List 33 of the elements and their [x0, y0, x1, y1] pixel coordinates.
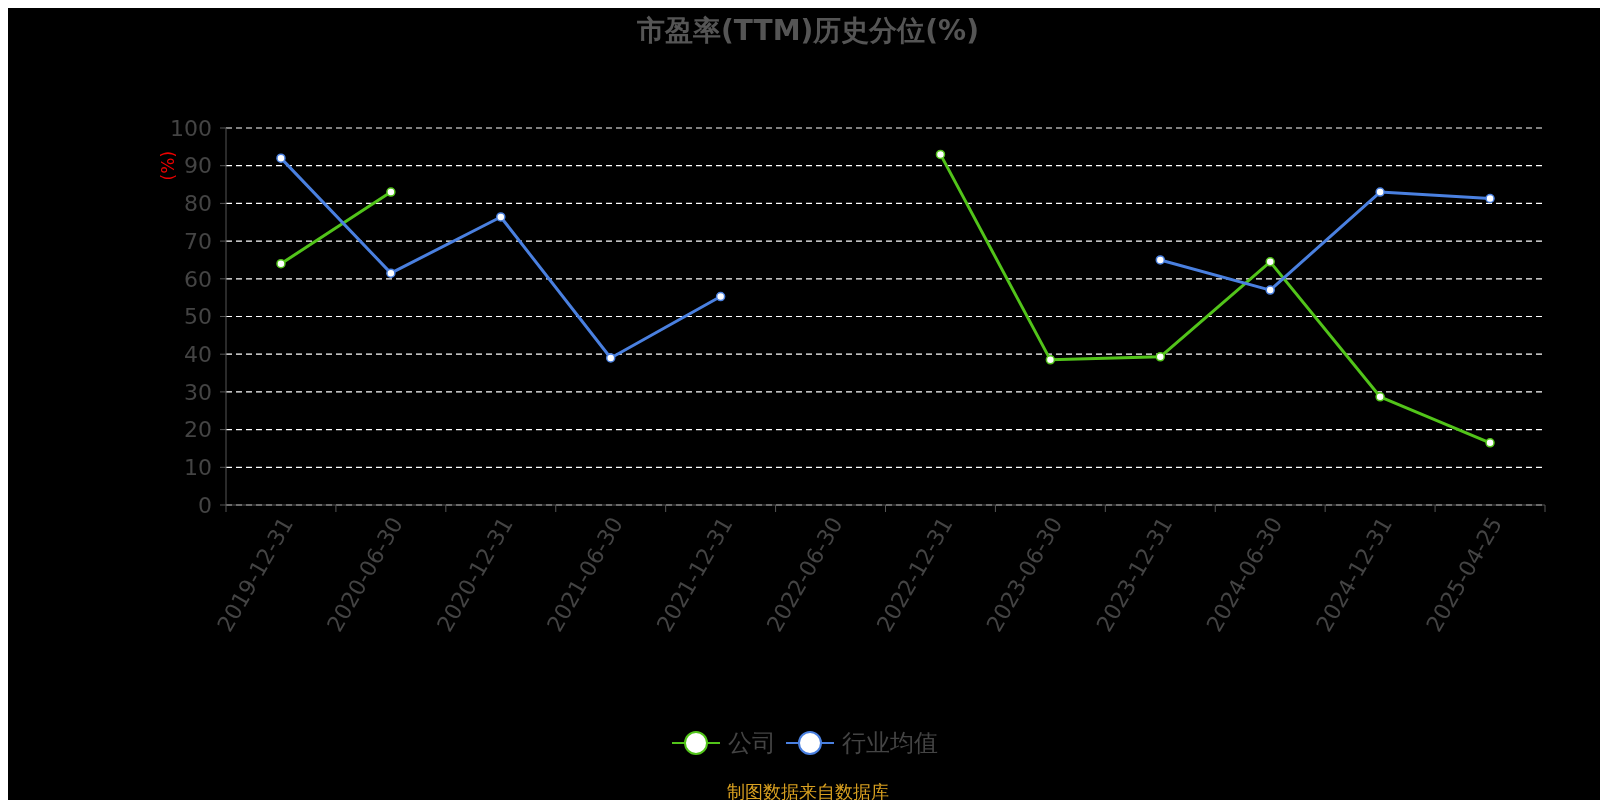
y-tick-label: 80: [184, 191, 212, 217]
point: [605, 353, 616, 363]
point: [1265, 257, 1275, 267]
y-tick-label: 90: [184, 153, 212, 179]
point: [1265, 285, 1275, 295]
y-tick-label: 40: [184, 341, 212, 367]
point: [1155, 255, 1166, 265]
point: [386, 268, 396, 278]
point: [935, 149, 946, 160]
text: 制图数据来自数据库: [727, 781, 889, 800]
y-tick-label: 60: [184, 266, 212, 292]
legend-label: 公司: [728, 729, 776, 758]
point: [1375, 392, 1385, 402]
point: [386, 187, 396, 197]
y-tick-label: 20: [184, 417, 212, 443]
y-tick-label: 0: [198, 492, 212, 518]
point: [1485, 193, 1495, 204]
point: [496, 212, 506, 222]
point: [1155, 352, 1166, 362]
y-tick-label: 50: [184, 304, 212, 330]
chart-title: 市盈率(TTM)历史分位(%): [636, 14, 979, 47]
point: [1045, 355, 1056, 365]
point: [1485, 438, 1495, 448]
point: [276, 153, 286, 163]
y-tick-label: 10: [184, 455, 212, 480]
point: [715, 291, 726, 302]
y-tick-label: 30: [184, 379, 212, 405]
y-tick-label: 100: [170, 115, 212, 141]
point: [1375, 187, 1385, 197]
point: [276, 258, 286, 269]
y-tick-label: 70: [184, 228, 212, 254]
y-axis-title: (%): [157, 150, 178, 181]
legend-label: 行业均值: [842, 729, 938, 758]
